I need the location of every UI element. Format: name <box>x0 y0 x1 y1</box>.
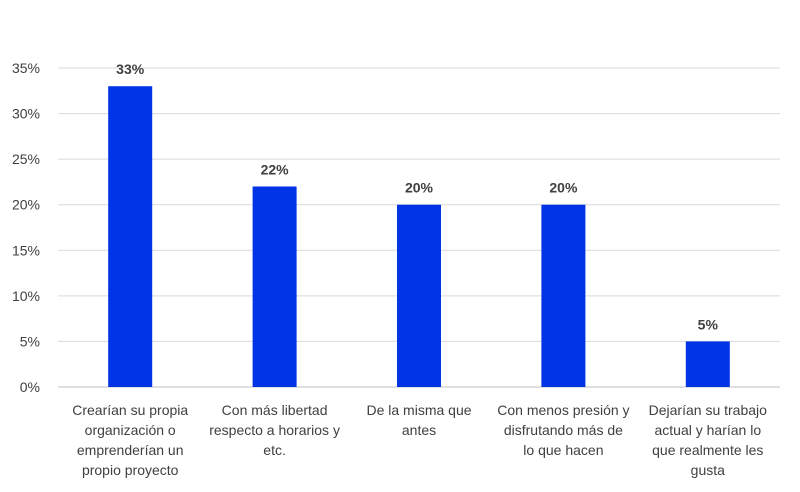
bar <box>108 86 153 387</box>
y-tick-label: 35% <box>12 60 40 76</box>
category-label: Dejarían su trabajo actual y harían lo que… <box>649 402 768 478</box>
y-tick-label: 25% <box>12 151 40 167</box>
x-axis: Crearían su propia organización o emprende… <box>72 402 767 478</box>
y-tick-label: 20% <box>12 197 40 213</box>
category-label: Con menos presión y disfrutando más de lo … <box>497 402 629 458</box>
bar <box>541 204 586 387</box>
y-tick-label: 5% <box>20 333 40 349</box>
data-label: 5% <box>698 316 719 332</box>
category-label: De la misma que antes <box>366 402 471 438</box>
category-label: Crearían su propia organización o emprende… <box>72 402 188 478</box>
bars <box>108 86 730 387</box>
y-tick-label: 0% <box>20 379 40 395</box>
bar <box>397 204 441 387</box>
y-axis: 0% 5% 10% 15% 20% 25% 30% 35% <box>12 60 40 395</box>
y-tick-label: 15% <box>12 242 40 258</box>
data-label: 22% <box>261 161 290 177</box>
data-label: 20% <box>405 180 434 196</box>
data-label: 33% <box>116 61 145 77</box>
data-labels: 33% 22% 20% 20% 5% <box>116 61 718 332</box>
y-tick-label: 30% <box>12 106 40 122</box>
bar <box>252 186 297 387</box>
data-label: 20% <box>549 180 578 196</box>
category-label: Con más libertad respecto a horarios y etc… <box>209 402 340 458</box>
y-tick-label: 10% <box>12 288 40 304</box>
bar <box>685 341 730 387</box>
